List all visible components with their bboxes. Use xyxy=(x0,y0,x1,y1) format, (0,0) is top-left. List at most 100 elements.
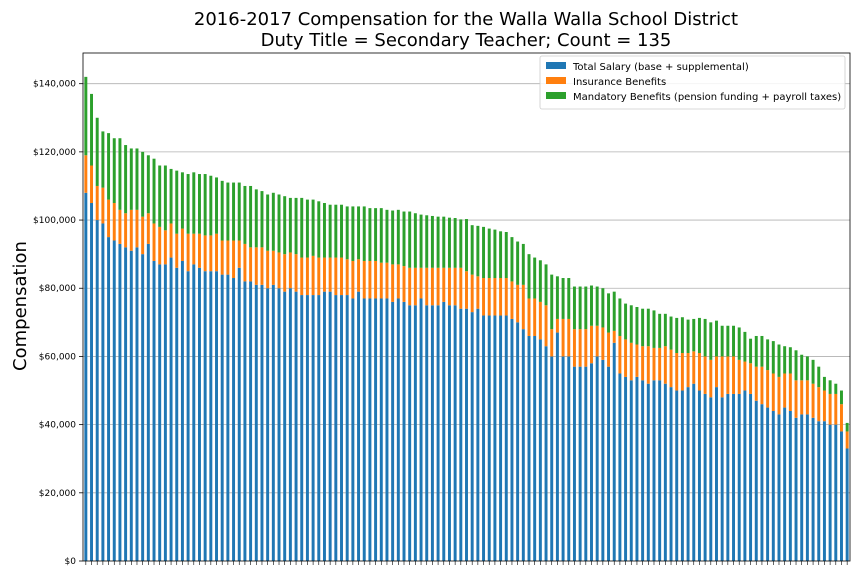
bar-segment xyxy=(294,291,298,561)
bar-segment xyxy=(510,237,514,282)
bar-segment xyxy=(658,313,662,348)
bar-segment xyxy=(550,329,554,357)
bar-segment xyxy=(283,291,287,561)
bar-segment xyxy=(840,390,843,405)
bar-segment xyxy=(396,298,400,561)
bar-segment xyxy=(783,373,787,408)
bar-segment xyxy=(641,380,645,561)
bar-segment xyxy=(572,366,576,561)
bar-segment xyxy=(101,187,105,224)
bar-segment xyxy=(283,196,287,255)
bar-segment xyxy=(442,301,446,561)
bar-segment xyxy=(567,278,571,319)
bar-segment xyxy=(425,267,429,306)
bar-segment xyxy=(612,330,616,343)
bar-segment xyxy=(345,259,349,296)
bar-segment xyxy=(459,308,463,561)
bar-segment xyxy=(709,359,713,398)
bar-segment xyxy=(629,305,633,343)
bar-segment xyxy=(215,233,218,272)
bar-segment xyxy=(754,366,758,401)
bar-segment xyxy=(646,346,650,384)
bar-segment xyxy=(788,373,792,411)
bar-segment xyxy=(658,380,662,561)
bar-segment xyxy=(118,209,122,244)
bar-segment xyxy=(209,271,213,561)
bar-segment xyxy=(357,206,361,260)
bar-segment xyxy=(646,383,650,561)
bar-segment xyxy=(226,182,230,241)
bar-segment xyxy=(800,354,804,381)
bar-segment xyxy=(584,329,588,367)
bar-segment xyxy=(624,339,628,377)
bar-segment xyxy=(805,414,809,561)
legend-label: Total Salary (base + supplemental) xyxy=(572,62,749,73)
bar-segment xyxy=(470,225,474,275)
bar-segment xyxy=(783,407,787,561)
bar-segment xyxy=(527,298,531,336)
bar-segment xyxy=(328,257,332,292)
bar-segment xyxy=(317,295,321,561)
bar-segment xyxy=(805,380,809,415)
bar-segment xyxy=(533,257,537,299)
bar-segment xyxy=(686,319,690,354)
bar-segment xyxy=(743,390,747,561)
bar-segment xyxy=(453,267,457,306)
bar-segment xyxy=(413,305,417,561)
bar-segment xyxy=(243,281,247,561)
bar-segment xyxy=(169,168,173,224)
bar-segment xyxy=(766,407,770,561)
bar-segment xyxy=(203,174,207,236)
bar-segment xyxy=(612,342,616,561)
bar-segment xyxy=(749,393,753,561)
bar-segment xyxy=(391,301,395,561)
bar-segment xyxy=(470,312,474,561)
bar-segment xyxy=(572,329,576,367)
bar-segment xyxy=(771,341,775,374)
bar-segment xyxy=(726,325,730,357)
bar-segment xyxy=(453,218,457,268)
bar-segment xyxy=(368,208,372,261)
bar-segment xyxy=(624,376,628,561)
bar-segment xyxy=(203,271,207,561)
bar-segment xyxy=(374,208,378,261)
bar-segment xyxy=(129,209,133,251)
bar-segment xyxy=(646,308,650,347)
bar-segment xyxy=(703,393,707,561)
bar-segment xyxy=(402,301,406,561)
bar-segment xyxy=(476,276,480,309)
bar-segment xyxy=(362,298,366,561)
bar-segment xyxy=(180,172,184,229)
bar-segment xyxy=(680,353,684,391)
bar-segment xyxy=(629,380,633,561)
bar-segment xyxy=(158,226,162,265)
bar-segment xyxy=(135,209,139,248)
bar-segment xyxy=(493,229,497,279)
bar-segment xyxy=(135,247,139,561)
bar-segment xyxy=(402,266,406,302)
bar-segment xyxy=(612,291,616,331)
bar-segment xyxy=(436,305,440,561)
bar-segment xyxy=(584,366,588,561)
bar-segment xyxy=(186,233,190,272)
bar-segment xyxy=(266,194,270,251)
bar-segment xyxy=(584,286,588,330)
bar-segment xyxy=(163,165,167,231)
bar-segment xyxy=(555,276,559,319)
bar-segment xyxy=(732,393,736,561)
bar-segment xyxy=(493,278,497,316)
chart-title: 2016-2017 Compensation for the Walla Wal… xyxy=(194,9,738,30)
bar-segment xyxy=(192,264,196,561)
bar-segment xyxy=(220,240,224,275)
bar-segment xyxy=(544,346,548,561)
bar-segment xyxy=(419,214,423,268)
bar-segment xyxy=(669,316,673,350)
bar-segment xyxy=(487,315,491,561)
bar-segment xyxy=(822,390,826,422)
bar-segment xyxy=(658,347,662,381)
legend-label: Insurance Benefits xyxy=(573,77,666,88)
bar-segment xyxy=(95,117,99,186)
bar-segment xyxy=(294,197,298,255)
bar-segment xyxy=(743,331,747,362)
bar-segment xyxy=(413,267,417,306)
